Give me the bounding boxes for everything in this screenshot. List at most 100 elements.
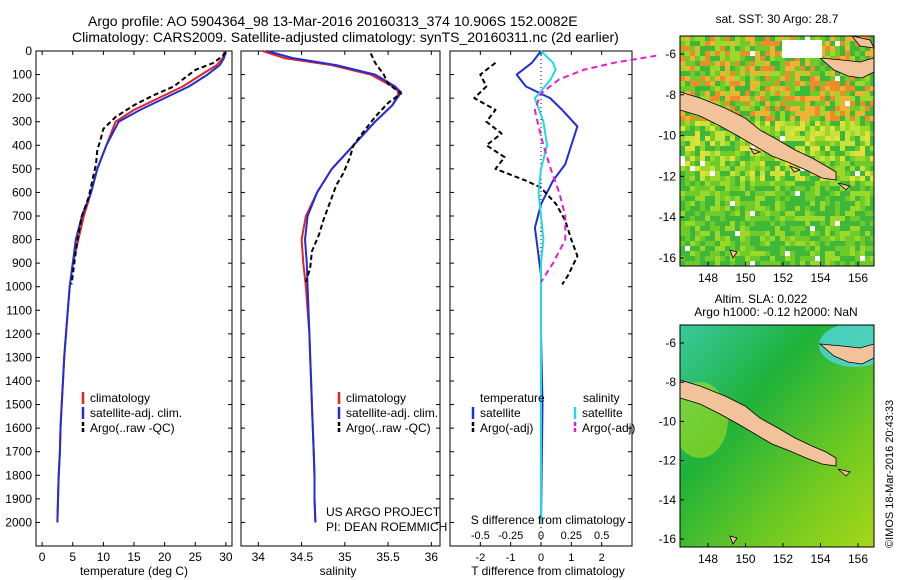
sla-land-islands bbox=[729, 468, 851, 545]
sst-cell bbox=[870, 51, 874, 56]
sst-cell bbox=[730, 71, 735, 76]
sst-cell bbox=[745, 111, 750, 116]
sst-cell bbox=[850, 91, 855, 96]
sst-cell bbox=[835, 36, 840, 41]
sst-cell bbox=[765, 51, 770, 56]
sst-cell bbox=[770, 36, 775, 41]
sst-cell bbox=[805, 56, 810, 61]
sst-cell bbox=[745, 51, 750, 56]
sst-cell bbox=[870, 106, 874, 111]
sst-cell bbox=[855, 226, 860, 231]
sst-cell bbox=[830, 51, 835, 56]
sst-cell bbox=[735, 176, 740, 181]
sst-cell bbox=[775, 46, 780, 51]
sst-cell bbox=[700, 226, 705, 231]
sst-cell bbox=[785, 221, 790, 226]
sst-cell bbox=[855, 186, 860, 191]
sst-cell bbox=[790, 241, 795, 246]
sst-cell bbox=[820, 161, 825, 166]
sst-cell bbox=[720, 161, 725, 166]
sst-cell bbox=[825, 156, 830, 161]
sst-cell bbox=[745, 221, 750, 226]
sst-cell bbox=[785, 206, 790, 211]
sst-cell bbox=[835, 51, 840, 56]
sst-cell bbox=[815, 86, 820, 91]
sst-cell bbox=[720, 46, 725, 51]
sst-cell bbox=[850, 141, 855, 146]
sst-cell bbox=[705, 246, 710, 251]
sst-cell bbox=[690, 206, 695, 211]
sst-cell bbox=[765, 61, 770, 66]
sst-cell bbox=[840, 36, 845, 41]
x-tick-label-s: 0.25 bbox=[561, 530, 582, 542]
sst-cell bbox=[730, 231, 735, 236]
sst-cell bbox=[720, 171, 725, 176]
sst-cell bbox=[770, 66, 775, 71]
sst-cell bbox=[840, 116, 845, 121]
sst-cell bbox=[805, 91, 810, 96]
sst-cell bbox=[820, 96, 825, 101]
sst-cell bbox=[820, 41, 825, 46]
sst-cell bbox=[715, 41, 720, 46]
sst-cell bbox=[870, 81, 874, 86]
sst-cell bbox=[690, 166, 695, 171]
sst-cell bbox=[845, 176, 850, 181]
sst-cell bbox=[800, 176, 805, 181]
sst-cell bbox=[760, 256, 765, 261]
sst-cell bbox=[785, 121, 790, 126]
sst-cell bbox=[850, 76, 855, 81]
sst-cell bbox=[760, 166, 765, 171]
sst-cell bbox=[850, 116, 855, 121]
sst-cell bbox=[690, 221, 695, 226]
sst-cell bbox=[770, 211, 775, 216]
sst-cell bbox=[800, 106, 805, 111]
sst-cell bbox=[850, 201, 855, 206]
sst-cell bbox=[745, 191, 750, 196]
sla-x-tick-label: 152 bbox=[773, 552, 793, 566]
sst-cell bbox=[855, 101, 860, 106]
sst-cell bbox=[690, 211, 695, 216]
sst-cell bbox=[780, 116, 785, 121]
sst-cell bbox=[810, 121, 815, 126]
sst-cell bbox=[695, 176, 700, 181]
sst-cell bbox=[815, 206, 820, 211]
sst-cell bbox=[855, 246, 860, 251]
sst-cell bbox=[765, 226, 770, 231]
sst-cell bbox=[815, 231, 820, 236]
sst-cell bbox=[735, 71, 740, 76]
sst-cell bbox=[740, 141, 745, 146]
sst-cell bbox=[690, 171, 695, 176]
sst-cell bbox=[755, 71, 760, 76]
sst-cell bbox=[770, 251, 775, 256]
sst-cell bbox=[765, 81, 770, 86]
sst-cell bbox=[865, 101, 870, 106]
sst-cell bbox=[765, 191, 770, 196]
sst-cell bbox=[725, 206, 730, 211]
sst-cell bbox=[840, 46, 845, 51]
sst-cell bbox=[790, 206, 795, 211]
sst-cell bbox=[760, 186, 765, 191]
sst-cell bbox=[805, 141, 810, 146]
sst-cell bbox=[855, 221, 860, 226]
sst-cell bbox=[805, 241, 810, 246]
sst-cell bbox=[855, 171, 860, 176]
sst-cell bbox=[810, 201, 815, 206]
sst-cell bbox=[715, 141, 720, 146]
sst-cell bbox=[755, 261, 760, 266]
sst-cell bbox=[855, 131, 860, 136]
sst-cell bbox=[685, 111, 690, 116]
sst-cell bbox=[810, 81, 815, 86]
sst-cell bbox=[695, 171, 700, 176]
sst-cell bbox=[680, 56, 685, 61]
sst-cell bbox=[685, 191, 690, 196]
sst-cell bbox=[710, 216, 715, 221]
sst-cell bbox=[780, 221, 785, 226]
sst-cell bbox=[730, 196, 735, 201]
sst-cell bbox=[870, 246, 874, 251]
sst-cell bbox=[820, 111, 825, 116]
sst-cell bbox=[715, 91, 720, 96]
sst-cell bbox=[795, 166, 800, 171]
sst-cell bbox=[715, 71, 720, 76]
sst-cell bbox=[705, 41, 710, 46]
sst-cell bbox=[795, 206, 800, 211]
